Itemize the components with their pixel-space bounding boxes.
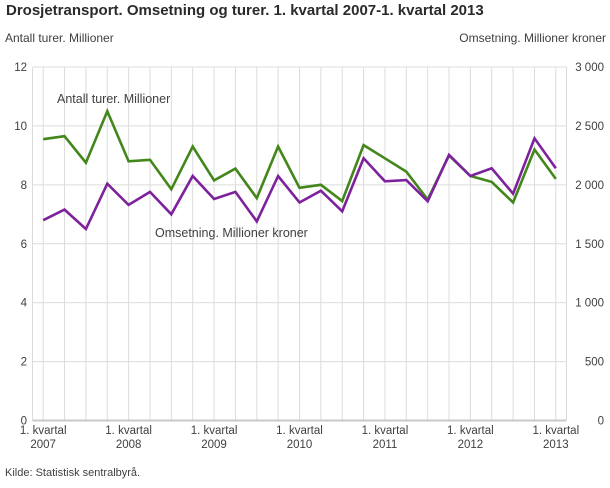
series-annotation-1: Omsetning. Millioner kroner	[155, 226, 308, 240]
chart-canvas: 0 2 4 6 8 10 12 0 500 1 000 1 500 2 000 2 500 3 000 1.…	[14, 62, 604, 451]
axis-titles-row: Antall turer. Millioner Omsetning. Milli…	[5, 31, 606, 45]
left-tick-label: 2	[21, 357, 27, 369]
left-tick-label: 8	[21, 180, 27, 192]
left-tick-label: 10	[14, 121, 27, 133]
x-tick-label: 1. kvartal 2012	[447, 425, 494, 451]
x-axis-labels: 1. kvartal 2007 1. kvartal 2008 1. kvartal 20…	[20, 425, 579, 451]
right-tick-label: 0	[598, 416, 604, 428]
x-tick-label: 1. kvartal 2011	[362, 425, 409, 451]
left-tick-label: 6	[21, 239, 27, 251]
left-tick-label: 0	[21, 416, 27, 428]
chart-title: Drosjetransport. Omsetning og turer. 1. …	[6, 2, 484, 19]
right-axis-labels: 0 500 1 000 1 500 2 000 2 500 3 000	[575, 62, 604, 428]
source-credit: Kilde: Statistisk sentralbyrå.	[5, 467, 141, 479]
series-line-omsetning	[42, 135, 557, 232]
x-tick-label: 1. kvartal 2013	[532, 425, 579, 451]
x-tick-label: 1. kvartal 2007	[20, 425, 67, 451]
gridlines	[32, 66, 567, 421]
right-tick-label: 2 500	[575, 121, 604, 133]
right-tick-label: 1 500	[575, 239, 604, 251]
series-annotation-0: Antall turer. Millioner	[57, 92, 170, 106]
right-tick-label: 3 000	[575, 62, 604, 74]
left-tick-label: 4	[21, 298, 28, 310]
right-tick-label: 2 000	[575, 180, 604, 192]
x-tick-label: 1. kvartal 2009	[191, 425, 238, 451]
x-tick-label: 1. kvartal 2010	[276, 425, 323, 451]
right-axis-title: Omsetning. Millioner kroner	[459, 31, 606, 45]
right-tick-label: 1 000	[575, 298, 604, 310]
x-tick-label: 1. kvartal 2008	[105, 425, 152, 451]
left-axis-labels: 0 2 4 6 8 10 12	[14, 62, 27, 428]
right-tick-label: 500	[585, 357, 604, 369]
left-tick-label: 12	[14, 62, 27, 74]
left-axis-title: Antall turer. Millioner	[5, 31, 114, 45]
